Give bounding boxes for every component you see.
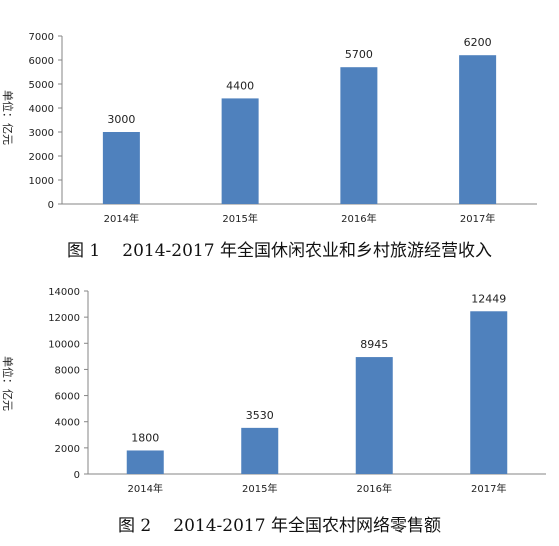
x-tick-label: 2016年 xyxy=(357,482,392,495)
data-label: 3530 xyxy=(246,409,274,422)
data-label: 6200 xyxy=(464,36,492,49)
y-tick-label: 5000 xyxy=(29,80,54,91)
y-tick-label: 1000 xyxy=(29,176,54,187)
chart-1-caption-number: 图 1 xyxy=(67,241,101,261)
y-tick-label: 0 xyxy=(48,200,54,211)
y-tick-label: 12000 xyxy=(48,313,80,324)
y-tick-label: 14000 xyxy=(48,287,80,298)
bar-2015 xyxy=(221,98,259,204)
y-tick-label: 6000 xyxy=(29,56,54,67)
data-label: 3000 xyxy=(107,113,135,126)
x-tick-label: 2014年 xyxy=(104,212,139,225)
chart-2-caption-number: 图 2 xyxy=(118,516,152,536)
bar-2016 xyxy=(340,67,378,204)
chart-2: 0 2000 4000 6000 8000 10000 12000 14000 单位：亿元 180… xyxy=(0,276,559,506)
y-tick-label: 10000 xyxy=(48,339,80,350)
bar-2015 xyxy=(241,427,279,474)
y-tick-label: 7000 xyxy=(29,32,54,43)
chart-2-caption: 图 2 2014-2017 年全国农村网络零售额 xyxy=(0,511,559,536)
y-tick-label: 3000 xyxy=(29,128,54,139)
y-axis-label: 单位：亿元 xyxy=(1,356,15,411)
chart-2-caption-text: 2014-2017 年全国农村网络零售额 xyxy=(173,516,441,536)
bar-2016 xyxy=(355,357,393,474)
chart-1-caption: 图 1 2014-2017 年全国休闲农业和乡村旅游经营收入 xyxy=(0,236,559,261)
data-label: 5700 xyxy=(345,48,373,61)
data-label: 8945 xyxy=(360,338,388,351)
y-tick-label: 2000 xyxy=(55,444,80,455)
y-tick-label: 0 xyxy=(74,470,80,481)
chart-1: 0 1000 2000 3000 4000 5000 6000 7000 单位：亿元 3000 20… xyxy=(0,0,559,232)
x-tick-label: 2017年 xyxy=(460,212,495,225)
x-tick-label: 2015年 xyxy=(242,482,277,495)
chart-2-svg: 0 2000 4000 6000 8000 10000 12000 14000 单位：亿元 180… xyxy=(1,287,546,495)
x-tick-label: 2016年 xyxy=(341,212,376,225)
y-tick-label: 6000 xyxy=(55,392,80,403)
x-tick-label: 2015年 xyxy=(222,212,257,225)
y-tick-label: 4000 xyxy=(29,104,54,115)
y-tick-label: 4000 xyxy=(55,418,80,429)
data-label: 12449 xyxy=(471,292,506,305)
bar-2014 xyxy=(102,132,140,204)
x-tick-label: 2014年 xyxy=(128,482,163,495)
chart-1-caption-text: 2014-2017 年全国休闲农业和乡村旅游经营收入 xyxy=(122,241,492,261)
y-tick-label: 2000 xyxy=(29,152,54,163)
y-axis-label: 单位：亿元 xyxy=(1,90,15,145)
bar-2017 xyxy=(470,311,508,474)
data-label: 4400 xyxy=(226,79,254,92)
bar-2017 xyxy=(459,55,497,205)
chart-1-svg: 0 1000 2000 3000 4000 5000 6000 7000 单位：亿元 3000 20… xyxy=(1,32,537,225)
bar-2014 xyxy=(126,450,164,474)
data-label: 1800 xyxy=(131,431,159,444)
y-tick-label: 8000 xyxy=(55,365,80,376)
x-tick-label: 2017年 xyxy=(471,482,506,495)
